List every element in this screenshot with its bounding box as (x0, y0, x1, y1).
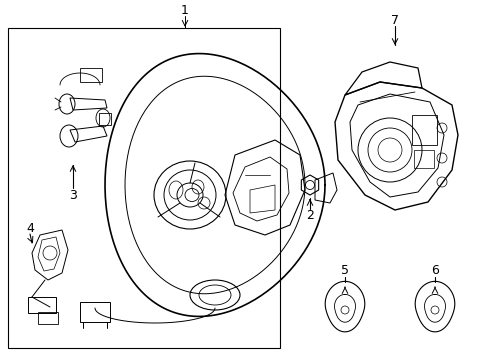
Bar (413, 150, 433, 168)
Text: 2: 2 (305, 208, 313, 221)
Bar (80, 68, 102, 82)
Text: 1: 1 (181, 4, 188, 17)
Text: 7: 7 (390, 14, 398, 27)
Text: 5: 5 (340, 264, 348, 276)
Bar (38, 312, 58, 324)
Bar (8, 28, 280, 348)
Bar (411, 115, 436, 145)
Text: 3: 3 (69, 189, 77, 202)
Bar (28, 297, 56, 313)
Bar (99, 113, 111, 125)
Text: 6: 6 (430, 264, 438, 276)
Text: 4: 4 (26, 221, 34, 234)
Bar (80, 302, 110, 322)
